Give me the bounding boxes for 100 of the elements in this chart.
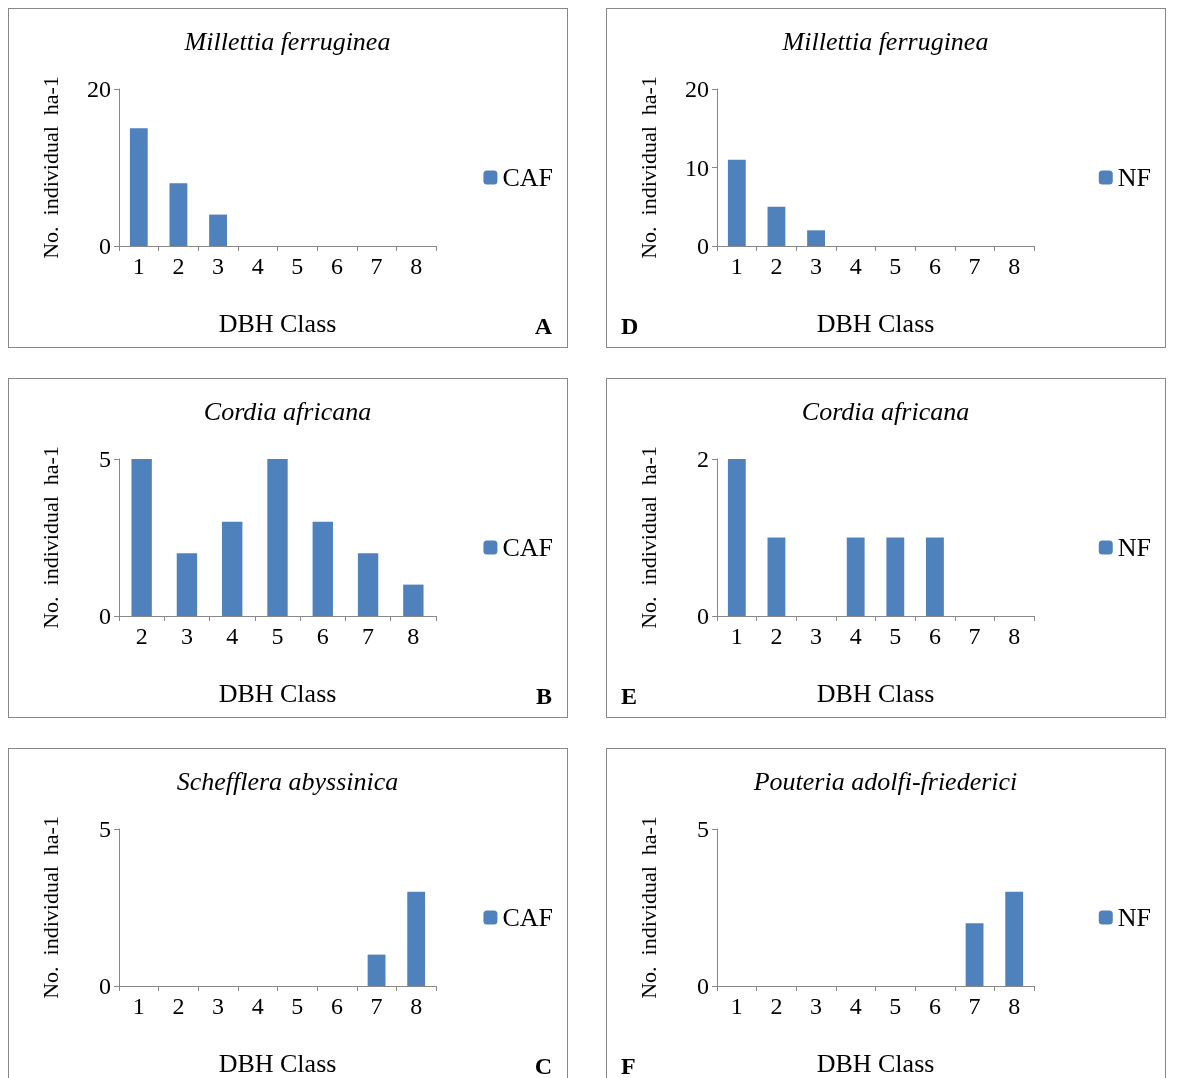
x-tick-label: 3 — [810, 623, 823, 649]
text: A — [534, 313, 553, 339]
text: E — [621, 683, 638, 709]
bar — [312, 521, 333, 616]
x-tick-label: 5 — [291, 253, 304, 279]
bar — [767, 206, 786, 246]
legend-label: NF — [1117, 903, 1152, 932]
legend-label: CAF — [502, 903, 553, 932]
x-tick-label: 8 — [407, 623, 420, 649]
legend-label: CAF — [502, 163, 553, 192]
y-tick-label: 0 — [99, 973, 111, 999]
x-tick-label: 8 — [410, 993, 423, 1019]
bar — [129, 128, 148, 246]
chart-title: Millettia ferruginea — [781, 26, 989, 56]
x-tick-label: 1 — [730, 253, 743, 279]
bar — [209, 214, 227, 246]
y-tick-label: 0 — [697, 603, 709, 629]
y-tick-label: 5 — [697, 816, 709, 842]
x-tick-label: 4 — [849, 253, 862, 279]
text: F — [621, 1053, 636, 1078]
x-tick-label: 4 — [849, 623, 862, 649]
x-tick-label: 4 — [849, 993, 862, 1019]
bar — [357, 553, 379, 616]
x-tick-label: 8 — [1008, 993, 1021, 1019]
x-tick-label: 6 — [316, 623, 329, 649]
x-tick-label: 1 — [132, 253, 145, 279]
legend-label: NF — [1117, 163, 1152, 192]
x-tick-label: 7 — [362, 623, 375, 649]
y-axis-title: No. individual ha-1 — [37, 816, 63, 999]
text: B — [535, 683, 553, 709]
y-axis-title: No. individual ha-1 — [635, 446, 661, 629]
x-tick-label: 4 — [226, 623, 239, 649]
bar — [807, 230, 825, 246]
x-tick-label: 2 — [770, 993, 783, 1019]
x-axis-title: DBH Class — [816, 308, 935, 338]
legend-label: CAF — [502, 533, 553, 562]
x-tick-label: 2 — [770, 623, 783, 649]
y-axis-title: No. individual ha-1 — [37, 446, 63, 629]
y-tick-label: 2 — [697, 446, 709, 472]
y-axis-title: No. individual ha-1 — [37, 76, 63, 259]
x-tick-label: 8 — [410, 253, 423, 279]
x-tick-label: 8 — [1008, 253, 1021, 279]
y-axis-title: No. individual ha-1 — [635, 816, 661, 999]
y-axis-title: No. individual ha-1 — [635, 76, 661, 259]
x-tick-label: 3 — [212, 993, 225, 1019]
bar — [403, 584, 424, 616]
x-tick-label: 3 — [810, 993, 823, 1019]
x-tick-label: 8 — [1008, 623, 1021, 649]
text: C — [534, 1053, 553, 1078]
x-axis-title: DBH Class — [816, 678, 935, 708]
chart-title: Millettia ferruginea — [183, 26, 391, 56]
y-tick-label: 10 — [685, 154, 709, 181]
text: D — [621, 313, 639, 339]
y-tick-label: 0 — [697, 233, 709, 259]
x-tick-label: 5 — [291, 993, 304, 1019]
y-tick-label: 0 — [99, 233, 111, 259]
x-tick-label: 6 — [928, 623, 941, 649]
chart-title: Cordia africana — [203, 396, 372, 426]
x-tick-label: 5 — [889, 993, 902, 1019]
x-tick-label: 7 — [968, 623, 981, 649]
y-tick-label: 20 — [685, 76, 709, 102]
x-axis-title: DBH Class — [218, 678, 337, 708]
x-axis-title: DBH Class — [218, 1048, 337, 1078]
chart-title: Cordia africana — [801, 396, 970, 426]
x-tick-label: 2 — [172, 993, 185, 1019]
bar — [727, 159, 746, 246]
y-tick-label: 0 — [99, 603, 111, 629]
x-tick-label: 7 — [370, 253, 383, 279]
x-tick-label: 6 — [928, 993, 941, 1019]
x-tick-label: 4 — [251, 993, 264, 1019]
x-tick-label: 7 — [968, 253, 981, 279]
x-tick-label: 2 — [172, 253, 185, 279]
x-tick-label: 1 — [730, 993, 743, 1019]
x-tick-label: 5 — [889, 623, 902, 649]
x-tick-label: 1 — [132, 993, 145, 1019]
x-tick-label: 2 — [770, 253, 783, 279]
x-tick-label: 4 — [251, 253, 264, 279]
x-axis-title: DBH Class — [816, 1048, 935, 1078]
x-tick-label: 6 — [330, 993, 343, 1019]
x-axis-title: DBH Class — [218, 308, 337, 338]
chart-title: Pouteria adolfi-friederici — [752, 766, 1018, 796]
x-tick-label: 3 — [180, 623, 193, 649]
x-tick-label: 3 — [212, 253, 225, 279]
x-tick-label: 7 — [370, 993, 383, 1019]
bar — [222, 521, 243, 616]
x-tick-label: 5 — [889, 253, 902, 279]
y-tick-label: 20 — [87, 76, 111, 102]
x-tick-label: 2 — [135, 623, 148, 649]
chart-title: Schefflera abyssinica — [176, 766, 399, 796]
x-tick-label: 1 — [730, 623, 743, 649]
x-tick-label: 6 — [330, 253, 343, 279]
bar — [169, 183, 188, 246]
x-tick-label: 7 — [968, 993, 981, 1019]
bar — [176, 553, 198, 616]
x-tick-label: 3 — [810, 253, 823, 279]
bar — [267, 459, 288, 616]
x-tick-label: 6 — [928, 253, 941, 279]
legend-label: NF — [1117, 533, 1152, 562]
y-tick-label: 5 — [99, 816, 111, 842]
bar — [131, 459, 152, 616]
